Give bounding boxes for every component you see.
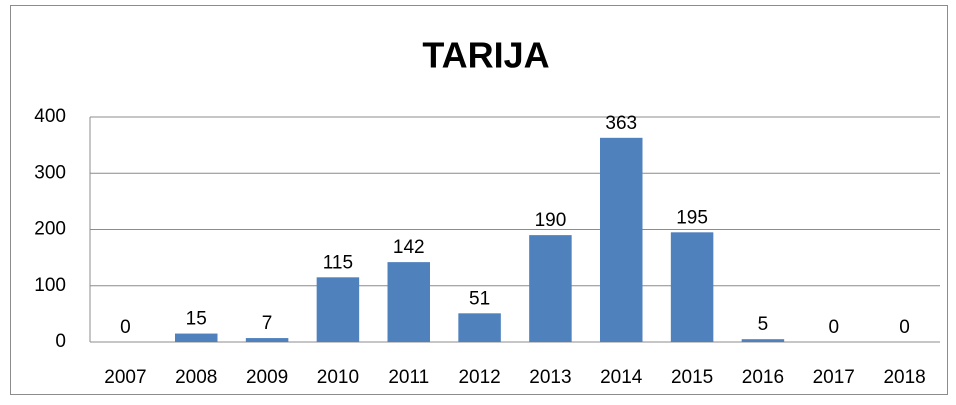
y-tick-label: 100 [34, 275, 66, 296]
data-label: 5 [758, 314, 769, 335]
x-tick-label: 2015 [671, 367, 713, 388]
bar [458, 313, 501, 342]
x-tick-label: 2010 [317, 367, 359, 388]
x-tick-label: 2018 [883, 367, 925, 388]
x-tick-label: 2009 [246, 367, 288, 388]
bar [529, 235, 572, 342]
data-label: 195 [676, 207, 708, 228]
data-label: 363 [605, 113, 637, 134]
y-tick-label: 300 [34, 162, 66, 183]
x-tick-label: 2014 [600, 367, 643, 388]
chart-title: TARIJA [422, 35, 549, 76]
y-tick-label: 0 [55, 331, 66, 352]
data-label: 115 [323, 252, 353, 273]
bar [316, 277, 360, 342]
y-tick-label: 200 [34, 219, 66, 240]
x-tick-label: 2012 [458, 367, 500, 388]
data-label: 15 [186, 309, 207, 330]
x-tick-label: 2013 [529, 367, 571, 388]
x-tick-label: 2017 [813, 367, 855, 388]
bar [175, 333, 218, 342]
data-label: 142 [393, 237, 425, 258]
bar [600, 137, 643, 342]
bar [245, 338, 289, 342]
x-tick-label: 2007 [104, 367, 146, 388]
data-label: 7 [262, 313, 273, 334]
y-tick-label: 400 [34, 106, 66, 127]
x-tick-label: 2008 [175, 367, 217, 388]
x-tick-label: 2016 [742, 367, 784, 388]
bar [387, 262, 430, 342]
data-label: 0 [828, 317, 839, 338]
data-label: 0 [899, 317, 910, 338]
data-label: 0 [120, 317, 131, 338]
x-tick-label: 2011 [388, 367, 429, 388]
data-label: 51 [469, 288, 490, 309]
data-label: 190 [535, 210, 567, 231]
bar [670, 232, 714, 342]
bar [741, 339, 785, 342]
